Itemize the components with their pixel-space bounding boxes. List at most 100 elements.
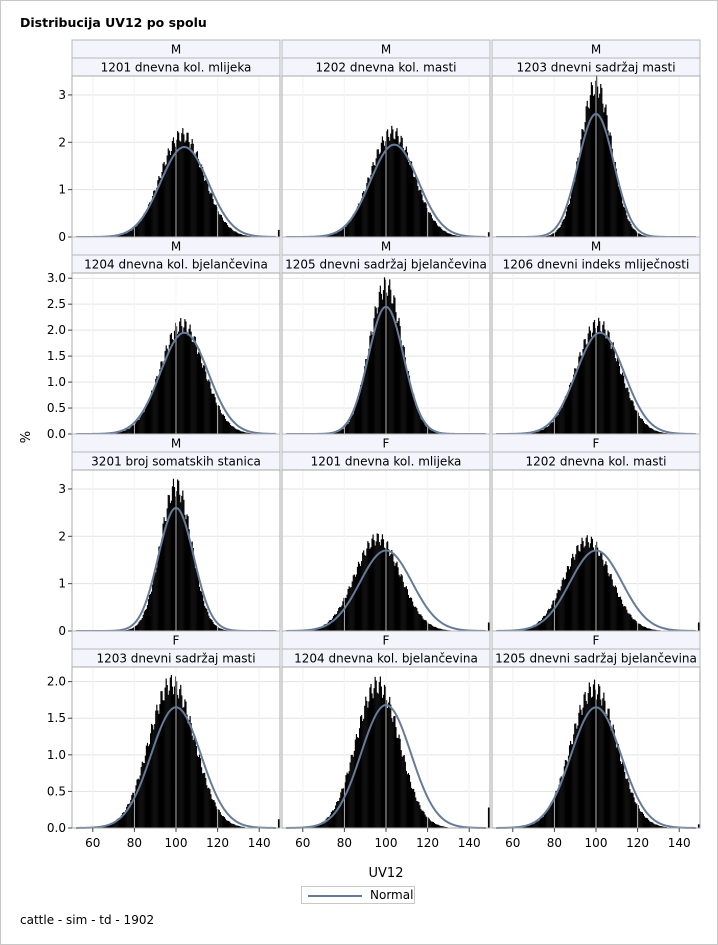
- histogram-bar: [554, 232, 556, 237]
- histogram-bar: [542, 616, 545, 631]
- histogram-bar: [419, 189, 421, 237]
- histogram-bar: [593, 679, 596, 828]
- histogram-bar: [323, 821, 325, 828]
- histogram-bar: [610, 730, 612, 828]
- histogram-bar: [339, 606, 341, 631]
- histogram-bar: [539, 620, 542, 631]
- histogram-bar: [157, 377, 159, 434]
- panel-sex-label: M: [171, 43, 181, 57]
- histogram-bar: [337, 801, 339, 828]
- histogram-bar: [194, 156, 196, 237]
- histogram-bar: [395, 727, 397, 828]
- histogram-bar: [360, 384, 362, 434]
- histogram-bar: [566, 206, 569, 237]
- histogram-bar: [180, 318, 182, 434]
- histogram-bar: [200, 164, 203, 237]
- histogram-bar: [417, 611, 419, 631]
- histogram-bar: [418, 190, 420, 237]
- histogram-bar: [608, 135, 610, 237]
- histogram-bar: [380, 539, 382, 631]
- histogram-bar: [194, 336, 196, 434]
- histogram-bar: [600, 699, 602, 828]
- histogram-bar: [403, 153, 405, 237]
- histogram-bar: [323, 624, 325, 631]
- histogram-bar: [602, 698, 604, 828]
- histogram-bar: [651, 821, 653, 828]
- histogram-bar: [334, 233, 336, 237]
- histogram-bar: [545, 615, 547, 631]
- panel-variable-label: 1205 dnevni sadržaj bjelančevina: [495, 652, 697, 666]
- histogram-bar: [191, 541, 193, 631]
- histogram-bar: [606, 715, 608, 828]
- histogram-bar: [166, 508, 168, 631]
- histogram-bar: [117, 818, 119, 828]
- histogram-bar: [599, 556, 601, 631]
- histogram-bar: [177, 131, 179, 237]
- histogram-bar: [638, 416, 640, 434]
- histogram-bar: [664, 826, 666, 828]
- histogram-bar: [340, 430, 342, 434]
- histogram-bar: [443, 826, 445, 828]
- histogram-bar: [416, 408, 418, 434]
- histogram-bar: [638, 808, 640, 828]
- histogram-bar: [612, 342, 614, 434]
- histogram-bar: [436, 225, 439, 237]
- histogram-bar: [619, 596, 622, 631]
- histogram-bar: [550, 422, 552, 434]
- histogram-bar: [243, 235, 245, 237]
- histogram-bar: [319, 626, 321, 631]
- histogram-bar: [409, 781, 412, 828]
- histogram-bar: [564, 578, 566, 631]
- histogram-bar: [156, 187, 158, 237]
- panel-sex-label: M: [381, 240, 391, 254]
- histogram-bar: [345, 425, 347, 434]
- histogram-bar: [139, 620, 141, 631]
- panel-variable-label: 1202 dnevna kol. masti: [526, 455, 667, 469]
- histogram-bar: [561, 579, 563, 631]
- histogram-bar: [487, 622, 490, 631]
- histogram-bar: [402, 581, 404, 631]
- histogram-bar: [400, 750, 402, 828]
- histogram-bar: [657, 431, 659, 434]
- histogram-bar: [605, 561, 607, 631]
- panel-sex-label: F: [593, 634, 600, 648]
- histogram-bar: [136, 625, 138, 631]
- histogram-bar: [601, 332, 603, 434]
- histogram-bar: [648, 628, 650, 631]
- histogram-bar: [217, 405, 219, 434]
- y-tick-label: 1.5: [47, 711, 66, 725]
- histogram-bar: [208, 615, 210, 631]
- y-tick-label: 0: [58, 230, 66, 244]
- histogram-bar: [141, 412, 143, 434]
- histogram-bar: [586, 535, 588, 631]
- histogram-bar: [163, 161, 165, 237]
- histogram-bar: [373, 540, 375, 631]
- histogram-bar: [192, 547, 194, 631]
- histogram-bar: [608, 708, 610, 828]
- histogram-bar: [164, 351, 166, 434]
- histogram-bar: [151, 591, 153, 631]
- histogram-bar: [549, 235, 551, 237]
- histogram-bar: [235, 428, 237, 434]
- histogram-bar: [211, 620, 213, 631]
- histogram-bar: [337, 431, 339, 434]
- histogram-bar: [611, 148, 613, 237]
- histogram-bar: [430, 214, 432, 237]
- histogram-bar: [150, 203, 152, 237]
- histogram-bar: [208, 190, 210, 237]
- histogram-bar: [567, 391, 570, 434]
- histogram-bar: [362, 382, 364, 434]
- histogram-bar: [341, 605, 343, 631]
- histogram-bar: [643, 626, 646, 631]
- histogram-bar: [649, 821, 651, 828]
- histogram-bar: [558, 411, 560, 434]
- histogram-bar: [573, 184, 575, 237]
- histogram-bar: [401, 756, 403, 828]
- histogram-bar: [130, 628, 132, 631]
- histogram-bar: [640, 418, 642, 434]
- histogram-bar: [180, 502, 182, 631]
- histogram-bar: [355, 211, 358, 237]
- histogram-bar: [443, 230, 445, 237]
